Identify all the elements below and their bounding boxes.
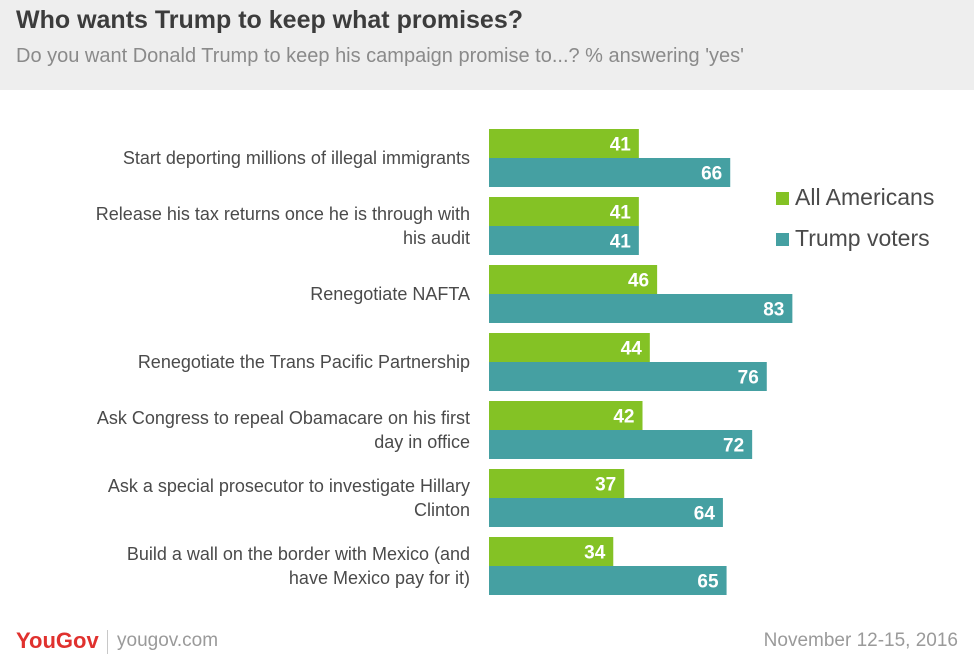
value-label-all-americans: 41 bbox=[610, 135, 632, 156]
bar-all-americans bbox=[489, 333, 650, 362]
value-label-trump-voters: 41 bbox=[610, 232, 632, 253]
bar-trump-voters bbox=[489, 158, 731, 187]
bar-group: Build a wall on the border with Mexico (… bbox=[127, 537, 727, 595]
value-label-trump-voters: 65 bbox=[697, 572, 719, 593]
bar-group: Renegotiate the Trans Pacific Partnershi… bbox=[138, 333, 767, 391]
source-url: yougov.com bbox=[117, 630, 219, 651]
bar-all-americans bbox=[489, 469, 625, 498]
survey-date: November 12-15, 2016 bbox=[763, 630, 958, 651]
value-label-trump-voters: 64 bbox=[694, 504, 716, 525]
legend-swatch-trump-voters bbox=[776, 233, 789, 246]
legend-item-trump-voters: Trump voters bbox=[776, 225, 966, 266]
bar-all-americans bbox=[489, 129, 639, 158]
value-label-trump-voters: 72 bbox=[723, 436, 744, 457]
category-label: Renegotiate NAFTA bbox=[310, 284, 470, 304]
bar-all-americans bbox=[489, 537, 614, 566]
value-label-all-americans: 42 bbox=[613, 407, 634, 428]
bar-all-americans bbox=[489, 401, 643, 430]
bar-trump-voters bbox=[489, 294, 793, 323]
legend-label-trump-voters: Trump voters bbox=[795, 225, 930, 251]
chart-footer: YouGov yougov.com November 12-15, 2016 bbox=[0, 622, 974, 662]
bar-trump-voters bbox=[489, 226, 639, 255]
yougov-logo: YouGov bbox=[16, 628, 99, 653]
value-label-trump-voters: 76 bbox=[738, 368, 759, 389]
bar-all-americans bbox=[489, 265, 658, 294]
legend-item-all-americans: All Americans bbox=[776, 184, 966, 225]
chart-legend: All Americans Trump voters bbox=[776, 184, 966, 266]
category-label: Ask a special prosecutor to investigate … bbox=[108, 476, 470, 520]
category-label: Release his tax returns once he is throu… bbox=[96, 204, 470, 248]
value-label-all-americans: 34 bbox=[584, 543, 606, 564]
bar-group: Release his tax returns once he is throu… bbox=[96, 197, 639, 255]
chart-subtitle: Do you want Donald Trump to keep his cam… bbox=[16, 45, 744, 67]
value-label-all-americans: 37 bbox=[595, 475, 616, 496]
bar-trump-voters bbox=[489, 566, 727, 595]
legend-swatch-all-americans bbox=[776, 192, 789, 205]
value-label-trump-voters: 66 bbox=[701, 164, 722, 185]
legend-label-all-americans: All Americans bbox=[795, 184, 935, 210]
value-label-all-americans: 41 bbox=[610, 203, 632, 224]
chart-header: Who wants Trump to keep what promises? D… bbox=[0, 0, 974, 90]
value-label-trump-voters: 83 bbox=[763, 300, 784, 321]
bar-trump-voters bbox=[489, 362, 767, 391]
bar-trump-voters bbox=[489, 498, 723, 527]
bar-all-americans bbox=[489, 197, 639, 226]
footer-divider bbox=[107, 630, 108, 654]
bar-group: Ask a special prosecutor to investigate … bbox=[108, 469, 723, 527]
bar-trump-voters bbox=[489, 430, 753, 459]
bar-group: Start deporting millions of illegal immi… bbox=[123, 129, 731, 187]
chart-title: Who wants Trump to keep what promises? bbox=[16, 6, 524, 34]
value-label-all-americans: 46 bbox=[628, 271, 649, 292]
value-label-all-americans: 44 bbox=[621, 339, 643, 360]
bar-group: Renegotiate NAFTA 46 83 bbox=[310, 265, 793, 323]
category-label: Renegotiate the Trans Pacific Partnershi… bbox=[138, 352, 470, 372]
category-label: Ask Congress to repeal Obamacare on his … bbox=[97, 408, 470, 452]
category-label: Start deporting millions of illegal immi… bbox=[123, 148, 470, 168]
bar-group: Ask Congress to repeal Obamacare on his … bbox=[97, 401, 753, 459]
category-label: Build a wall on the border with Mexico (… bbox=[127, 544, 470, 588]
